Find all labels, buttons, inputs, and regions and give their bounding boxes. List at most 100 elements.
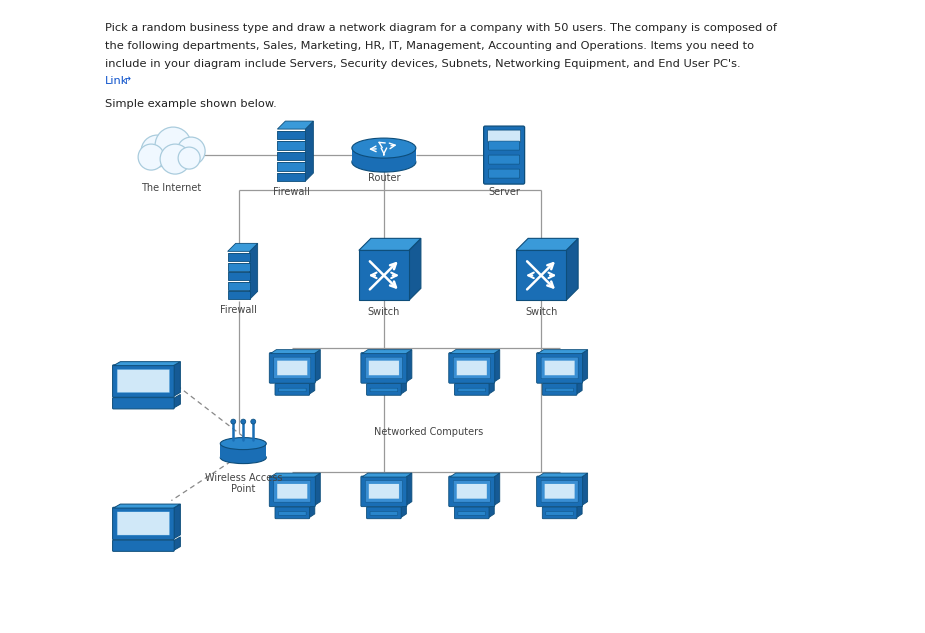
FancyBboxPatch shape <box>546 511 574 515</box>
Text: Firewall: Firewall <box>273 187 310 197</box>
FancyBboxPatch shape <box>278 511 306 515</box>
Text: Switch: Switch <box>525 308 557 317</box>
Polygon shape <box>450 473 500 477</box>
Polygon shape <box>488 380 494 394</box>
Polygon shape <box>305 121 314 181</box>
Polygon shape <box>582 349 587 382</box>
FancyBboxPatch shape <box>541 480 578 502</box>
Text: Simple example shown below.: Simple example shown below. <box>105 99 277 109</box>
Polygon shape <box>228 243 258 251</box>
Text: Pick a random business type and draw a network diagram for a company with 50 use: Pick a random business type and draw a n… <box>105 23 777 33</box>
FancyBboxPatch shape <box>365 480 402 502</box>
FancyBboxPatch shape <box>113 507 174 540</box>
FancyBboxPatch shape <box>453 357 490 379</box>
FancyBboxPatch shape <box>117 369 169 392</box>
Polygon shape <box>309 380 315 394</box>
Bar <box>278 162 305 171</box>
Ellipse shape <box>220 451 266 463</box>
Text: The Internet: The Internet <box>141 183 202 193</box>
FancyBboxPatch shape <box>456 484 487 499</box>
Polygon shape <box>576 380 582 394</box>
FancyBboxPatch shape <box>370 511 398 515</box>
Text: Firewall: Firewall <box>220 305 257 315</box>
FancyBboxPatch shape <box>449 353 495 383</box>
FancyBboxPatch shape <box>269 353 315 383</box>
FancyBboxPatch shape <box>458 388 486 392</box>
FancyBboxPatch shape <box>278 388 306 392</box>
Bar <box>278 141 305 150</box>
Bar <box>278 152 305 160</box>
Polygon shape <box>401 504 406 518</box>
FancyBboxPatch shape <box>269 476 315 506</box>
Polygon shape <box>173 504 180 539</box>
FancyBboxPatch shape <box>117 511 169 535</box>
Polygon shape <box>314 349 320 382</box>
FancyBboxPatch shape <box>274 480 311 502</box>
Polygon shape <box>173 394 180 408</box>
Text: include in your diagram include Servers, Security devices, Subnets, Networking E: include in your diagram include Servers,… <box>105 59 741 69</box>
FancyBboxPatch shape <box>277 360 308 375</box>
FancyBboxPatch shape <box>366 384 401 395</box>
FancyBboxPatch shape <box>456 360 487 375</box>
Text: ↱: ↱ <box>124 76 132 86</box>
Bar <box>278 173 305 181</box>
Polygon shape <box>362 473 412 477</box>
Text: Server: Server <box>488 187 520 197</box>
FancyBboxPatch shape <box>113 540 174 551</box>
Polygon shape <box>450 349 500 354</box>
FancyBboxPatch shape <box>544 360 575 375</box>
FancyBboxPatch shape <box>449 476 495 506</box>
FancyBboxPatch shape <box>488 141 520 150</box>
FancyBboxPatch shape <box>274 357 311 379</box>
Polygon shape <box>173 537 180 551</box>
FancyBboxPatch shape <box>488 169 520 178</box>
Circle shape <box>138 144 164 170</box>
FancyBboxPatch shape <box>546 388 574 392</box>
Bar <box>228 253 250 261</box>
FancyBboxPatch shape <box>458 511 486 515</box>
FancyBboxPatch shape <box>542 507 577 518</box>
Ellipse shape <box>220 437 266 449</box>
Polygon shape <box>576 504 582 518</box>
Polygon shape <box>173 361 180 396</box>
Polygon shape <box>278 121 314 129</box>
Polygon shape <box>309 504 315 518</box>
FancyBboxPatch shape <box>454 507 489 518</box>
Polygon shape <box>314 473 320 506</box>
Bar <box>352 148 416 162</box>
Polygon shape <box>359 239 421 251</box>
Polygon shape <box>537 349 587 354</box>
Bar <box>228 263 250 270</box>
FancyBboxPatch shape <box>361 476 407 506</box>
FancyBboxPatch shape <box>368 484 400 499</box>
FancyBboxPatch shape <box>113 398 174 409</box>
FancyBboxPatch shape <box>113 365 174 398</box>
Ellipse shape <box>352 152 416 172</box>
FancyBboxPatch shape <box>541 357 578 379</box>
Polygon shape <box>114 361 180 366</box>
FancyBboxPatch shape <box>536 353 583 383</box>
Ellipse shape <box>352 138 416 158</box>
FancyBboxPatch shape <box>370 388 398 392</box>
Polygon shape <box>582 473 587 506</box>
Polygon shape <box>401 380 406 394</box>
FancyBboxPatch shape <box>484 126 524 184</box>
FancyBboxPatch shape <box>542 384 577 395</box>
FancyBboxPatch shape <box>516 251 566 300</box>
FancyBboxPatch shape <box>277 484 308 499</box>
Polygon shape <box>406 473 412 506</box>
Circle shape <box>179 147 200 169</box>
FancyBboxPatch shape <box>453 480 490 502</box>
Circle shape <box>230 419 236 424</box>
FancyBboxPatch shape <box>359 251 409 300</box>
Text: Link: Link <box>105 76 129 86</box>
Polygon shape <box>270 349 320 354</box>
Bar <box>278 131 305 139</box>
Circle shape <box>177 137 205 165</box>
Polygon shape <box>270 473 320 477</box>
FancyBboxPatch shape <box>454 384 489 395</box>
Polygon shape <box>114 504 180 508</box>
Circle shape <box>240 419 246 424</box>
Bar <box>228 291 250 299</box>
Polygon shape <box>494 349 500 382</box>
